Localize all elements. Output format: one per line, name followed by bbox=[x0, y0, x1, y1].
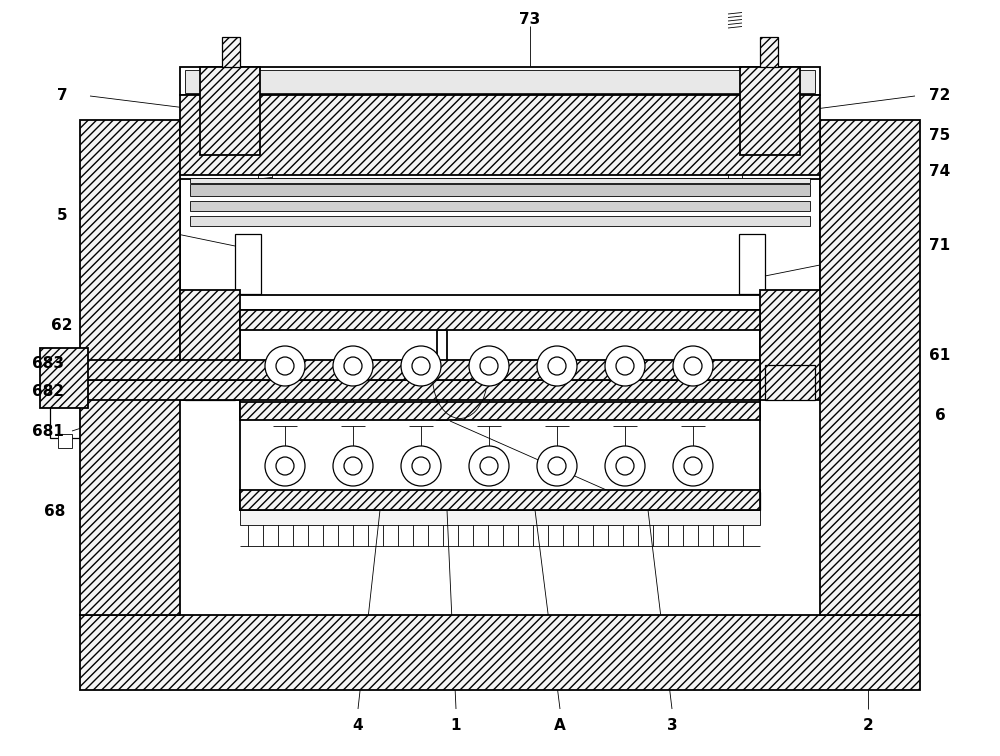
Bar bbox=[190, 201, 810, 211]
Bar bbox=[240, 490, 760, 510]
Text: 1: 1 bbox=[451, 718, 461, 733]
Bar bbox=[58, 434, 72, 448]
Text: 73: 73 bbox=[519, 11, 541, 26]
Bar bbox=[185, 365, 235, 400]
Text: A: A bbox=[554, 718, 566, 733]
Bar bbox=[760, 290, 820, 400]
Bar bbox=[80, 120, 180, 615]
Text: 62: 62 bbox=[51, 318, 73, 333]
Text: 5: 5 bbox=[57, 209, 67, 224]
Text: 3: 3 bbox=[667, 718, 677, 733]
Circle shape bbox=[537, 346, 577, 386]
Bar bbox=[820, 120, 920, 615]
Circle shape bbox=[684, 357, 702, 375]
Bar bbox=[240, 402, 760, 420]
Bar bbox=[235, 234, 261, 294]
Bar bbox=[200, 67, 260, 155]
Bar bbox=[185, 296, 235, 366]
Bar bbox=[80, 615, 920, 690]
Circle shape bbox=[265, 346, 305, 386]
Circle shape bbox=[469, 346, 509, 386]
Circle shape bbox=[480, 457, 498, 475]
Text: 683: 683 bbox=[32, 357, 64, 371]
Circle shape bbox=[537, 446, 577, 486]
Circle shape bbox=[344, 457, 362, 475]
Circle shape bbox=[333, 346, 373, 386]
Text: 682: 682 bbox=[32, 383, 64, 398]
Bar bbox=[180, 179, 820, 295]
Bar bbox=[739, 234, 765, 294]
Circle shape bbox=[605, 346, 645, 386]
Text: 71: 71 bbox=[929, 238, 951, 253]
Bar bbox=[222, 37, 240, 67]
Text: 61: 61 bbox=[929, 349, 951, 364]
Bar bbox=[240, 492, 760, 510]
Text: 7: 7 bbox=[57, 88, 67, 104]
Text: 4: 4 bbox=[353, 718, 363, 733]
Bar bbox=[50, 404, 80, 438]
Text: 75: 75 bbox=[929, 129, 951, 144]
Bar bbox=[765, 296, 815, 366]
Bar bbox=[180, 290, 240, 400]
Bar bbox=[258, 161, 272, 179]
Circle shape bbox=[344, 357, 362, 375]
Circle shape bbox=[333, 446, 373, 486]
Text: 72: 72 bbox=[929, 88, 951, 104]
Circle shape bbox=[265, 446, 305, 486]
Circle shape bbox=[673, 346, 713, 386]
Circle shape bbox=[605, 446, 645, 486]
Text: 2: 2 bbox=[863, 718, 873, 733]
Bar bbox=[437, 330, 447, 420]
Circle shape bbox=[480, 357, 498, 375]
Text: 681: 681 bbox=[32, 423, 64, 438]
Circle shape bbox=[412, 457, 430, 475]
Circle shape bbox=[412, 357, 430, 375]
Bar bbox=[765, 365, 815, 400]
Circle shape bbox=[673, 446, 713, 486]
Bar bbox=[185, 70, 815, 93]
Circle shape bbox=[616, 357, 634, 375]
Circle shape bbox=[401, 446, 441, 486]
Bar bbox=[760, 37, 778, 67]
Circle shape bbox=[276, 357, 294, 375]
Circle shape bbox=[276, 457, 294, 475]
Circle shape bbox=[469, 446, 509, 486]
Bar bbox=[190, 184, 810, 196]
Bar bbox=[240, 310, 760, 510]
Circle shape bbox=[548, 457, 566, 475]
Bar bbox=[80, 380, 760, 400]
Bar bbox=[190, 178, 810, 183]
Bar bbox=[240, 510, 760, 525]
Bar bbox=[180, 67, 820, 95]
Circle shape bbox=[548, 357, 566, 375]
Bar bbox=[240, 310, 760, 330]
Text: 6: 6 bbox=[935, 408, 945, 423]
Bar bbox=[40, 348, 88, 408]
Bar bbox=[190, 216, 810, 226]
Circle shape bbox=[684, 457, 702, 475]
Circle shape bbox=[616, 457, 634, 475]
Text: 74: 74 bbox=[929, 163, 951, 178]
Bar bbox=[728, 161, 742, 179]
Bar bbox=[740, 67, 800, 155]
Bar bbox=[80, 360, 760, 380]
Bar bbox=[180, 95, 820, 175]
Circle shape bbox=[401, 346, 441, 386]
Text: 68: 68 bbox=[44, 503, 66, 519]
